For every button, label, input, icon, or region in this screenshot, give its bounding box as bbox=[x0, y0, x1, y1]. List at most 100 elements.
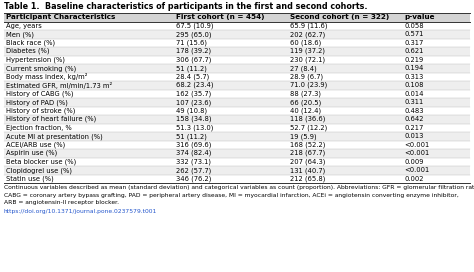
Text: 71 (15.6): 71 (15.6) bbox=[176, 39, 207, 46]
Text: 118 (36.6): 118 (36.6) bbox=[290, 116, 326, 122]
Bar bbox=[4, 98, 470, 107]
Text: Black race (%): Black race (%) bbox=[6, 39, 55, 46]
Text: History of CABG (%): History of CABG (%) bbox=[6, 91, 73, 97]
Text: 0.217: 0.217 bbox=[404, 125, 424, 131]
Bar bbox=[4, 123, 470, 132]
Text: Estimated GFR, ml/min/1.73 m²: Estimated GFR, ml/min/1.73 m² bbox=[6, 82, 112, 89]
Bar bbox=[4, 64, 470, 73]
Text: 40 (12.4): 40 (12.4) bbox=[290, 107, 321, 114]
Text: Body mass index, kg/m²: Body mass index, kg/m² bbox=[6, 73, 88, 80]
Text: Aspirin use (%): Aspirin use (%) bbox=[6, 150, 57, 156]
Text: 52.7 (12.2): 52.7 (12.2) bbox=[290, 125, 328, 131]
Text: 212 (65.8): 212 (65.8) bbox=[290, 175, 326, 182]
Text: p-value: p-value bbox=[404, 14, 435, 20]
Text: 0.621: 0.621 bbox=[404, 48, 424, 54]
Text: CABG = coronary artery bypass grafting, PAD = peripheral artery disease, MI = my: CABG = coronary artery bypass grafting, … bbox=[4, 193, 459, 197]
Text: <0.001: <0.001 bbox=[404, 167, 429, 173]
Text: 0.009: 0.009 bbox=[404, 159, 424, 165]
Text: 316 (69.6): 316 (69.6) bbox=[176, 141, 211, 148]
Text: 0.313: 0.313 bbox=[404, 74, 424, 80]
Text: ACEi/ARB use (%): ACEi/ARB use (%) bbox=[6, 141, 65, 148]
Text: 65.9 (11.6): 65.9 (11.6) bbox=[290, 23, 328, 29]
Bar bbox=[4, 30, 470, 39]
Text: History of PAD (%): History of PAD (%) bbox=[6, 99, 68, 106]
Text: History of stroke (%): History of stroke (%) bbox=[6, 107, 75, 114]
Bar bbox=[4, 157, 470, 166]
Text: 88 (27.3): 88 (27.3) bbox=[290, 91, 321, 97]
Text: 207 (64.3): 207 (64.3) bbox=[290, 159, 326, 165]
Text: 306 (67.7): 306 (67.7) bbox=[176, 57, 211, 63]
Text: 332 (73.1): 332 (73.1) bbox=[176, 159, 211, 165]
Text: 49 (10.8): 49 (10.8) bbox=[176, 107, 207, 114]
Bar bbox=[4, 89, 470, 98]
Text: 0.194: 0.194 bbox=[404, 65, 424, 71]
Bar bbox=[4, 141, 470, 149]
Text: 178 (39.2): 178 (39.2) bbox=[176, 48, 211, 54]
Text: 262 (57.7): 262 (57.7) bbox=[176, 167, 211, 174]
Text: 0.571: 0.571 bbox=[404, 31, 424, 37]
Text: 131 (40.7): 131 (40.7) bbox=[290, 167, 326, 174]
Bar bbox=[4, 107, 470, 115]
Text: 230 (72.1): 230 (72.1) bbox=[290, 57, 325, 63]
Text: Diabetes (%): Diabetes (%) bbox=[6, 48, 49, 54]
Text: 28.4 (5.7): 28.4 (5.7) bbox=[176, 73, 210, 80]
Text: Current smoking (%): Current smoking (%) bbox=[6, 65, 76, 72]
Text: 0.013: 0.013 bbox=[404, 133, 424, 139]
Text: Table 1.  Baseline characteristics of participants in the first and second cohor: Table 1. Baseline characteristics of par… bbox=[4, 2, 367, 11]
Text: 168 (52.2): 168 (52.2) bbox=[290, 141, 326, 148]
Text: History of heart failure (%): History of heart failure (%) bbox=[6, 116, 96, 122]
Bar bbox=[4, 149, 470, 157]
Bar bbox=[4, 39, 470, 47]
Text: 0.002: 0.002 bbox=[404, 176, 424, 182]
Text: ARB = angiotensin-II receptor blocker.: ARB = angiotensin-II receptor blocker. bbox=[4, 200, 119, 205]
Bar bbox=[4, 166, 470, 175]
Text: 28.9 (6.7): 28.9 (6.7) bbox=[290, 73, 323, 80]
Text: Ejection fraction, %: Ejection fraction, % bbox=[6, 125, 72, 131]
Text: 68.2 (23.4): 68.2 (23.4) bbox=[176, 82, 214, 88]
Text: Age, years: Age, years bbox=[6, 23, 42, 29]
Text: 218 (67.7): 218 (67.7) bbox=[290, 150, 326, 156]
Text: 346 (76.2): 346 (76.2) bbox=[176, 175, 211, 182]
Text: 51 (11.2): 51 (11.2) bbox=[176, 133, 207, 140]
Text: 0.219: 0.219 bbox=[404, 57, 424, 63]
Text: 202 (62.7): 202 (62.7) bbox=[290, 31, 326, 38]
Text: 0.317: 0.317 bbox=[404, 40, 424, 46]
Text: 27 (8.4): 27 (8.4) bbox=[290, 65, 317, 72]
Text: Second cohort (n = 322): Second cohort (n = 322) bbox=[290, 14, 390, 20]
Text: 66 (20.5): 66 (20.5) bbox=[290, 99, 321, 106]
Bar bbox=[4, 13, 470, 21]
Text: <0.001: <0.001 bbox=[404, 150, 429, 156]
Bar bbox=[4, 115, 470, 123]
Text: Continuous variables described as mean (standard deviation) and categorical vari: Continuous variables described as mean (… bbox=[4, 185, 474, 190]
Text: 0.642: 0.642 bbox=[404, 116, 424, 122]
Text: 158 (34.8): 158 (34.8) bbox=[176, 116, 211, 122]
Text: Statin use (%): Statin use (%) bbox=[6, 175, 54, 182]
Text: Hypertension (%): Hypertension (%) bbox=[6, 57, 65, 63]
Text: 295 (65.0): 295 (65.0) bbox=[176, 31, 211, 38]
Text: 67.5 (10.9): 67.5 (10.9) bbox=[176, 23, 214, 29]
Bar bbox=[4, 81, 470, 89]
Text: Participant Characteristics: Participant Characteristics bbox=[6, 14, 115, 20]
Text: 107 (23.6): 107 (23.6) bbox=[176, 99, 211, 106]
Text: Clopidogrel use (%): Clopidogrel use (%) bbox=[6, 167, 72, 174]
Text: 119 (37.2): 119 (37.2) bbox=[290, 48, 325, 54]
Bar bbox=[4, 21, 470, 30]
Bar bbox=[4, 73, 470, 81]
Text: <0.001: <0.001 bbox=[404, 142, 429, 148]
Text: 71.0 (23.9): 71.0 (23.9) bbox=[290, 82, 328, 88]
Text: Men (%): Men (%) bbox=[6, 31, 34, 38]
Text: https://doi.org/10.1371/journal.pone.0237579.t001: https://doi.org/10.1371/journal.pone.023… bbox=[4, 209, 157, 214]
Text: 162 (35.7): 162 (35.7) bbox=[176, 91, 211, 97]
Bar bbox=[4, 175, 470, 183]
Bar bbox=[4, 132, 470, 141]
Text: 0.311: 0.311 bbox=[404, 99, 424, 105]
Text: Acute MI at presentation (%): Acute MI at presentation (%) bbox=[6, 133, 103, 140]
Text: Beta blocker use (%): Beta blocker use (%) bbox=[6, 159, 76, 165]
Text: 0.483: 0.483 bbox=[404, 108, 424, 114]
Text: 51.3 (13.0): 51.3 (13.0) bbox=[176, 125, 213, 131]
Text: 51 (11.2): 51 (11.2) bbox=[176, 65, 207, 72]
Text: 19 (5.9): 19 (5.9) bbox=[290, 133, 317, 140]
Text: 60 (18.6): 60 (18.6) bbox=[290, 39, 321, 46]
Text: 374 (82.4): 374 (82.4) bbox=[176, 150, 211, 156]
Text: 0.014: 0.014 bbox=[404, 91, 424, 97]
